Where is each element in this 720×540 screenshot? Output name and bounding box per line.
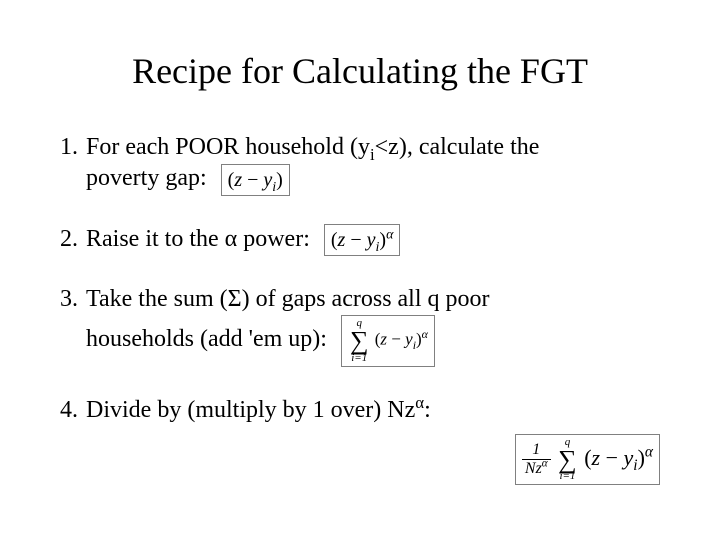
step-3-number: 3. bbox=[60, 284, 78, 315]
step-3-text-a: Take the sum (Σ) of gaps across all q po… bbox=[86, 286, 490, 312]
step-1-text-a: For each POOR household (y bbox=[86, 134, 370, 160]
step-4-number: 4. bbox=[60, 395, 78, 426]
step-3-body: Take the sum (Σ) of gaps across all q po… bbox=[86, 284, 660, 367]
formula-power: (z − yi)α bbox=[324, 224, 401, 256]
step-1-line2: poverty gap: bbox=[86, 165, 207, 191]
step-1-text-b: <z), calculate the bbox=[375, 134, 540, 160]
step-4-sup: α bbox=[415, 393, 424, 412]
step-1: 1. For each POOR household (yi<z), calcu… bbox=[60, 132, 660, 196]
step-2-number: 2. bbox=[60, 224, 78, 255]
formula-gap: (z − yi) bbox=[221, 164, 290, 196]
slide: Recipe for Calculating the FGT 1. For ea… bbox=[0, 0, 720, 540]
step-1-line2-wrap: poverty gap: (z − yi) bbox=[86, 163, 660, 195]
formula-full-fgt: 1 Nzα q ∑ i=1 (z − yi)α bbox=[515, 434, 660, 485]
step-2: 2. Raise it to the α power: (z − yi)α bbox=[60, 224, 660, 256]
step-4-text: Divide by (multiply by 1 over) Nz bbox=[86, 397, 415, 423]
slide-title: Recipe for Calculating the FGT bbox=[60, 50, 660, 92]
step-3-line2-wrap: households (add 'em up): q ∑ i=1 (z − yi… bbox=[86, 315, 660, 366]
step-3: 3. Take the sum (Σ) of gaps across all q… bbox=[60, 284, 660, 367]
fraction-denominator: Nzα bbox=[522, 460, 551, 478]
sigma-icon: q ∑ i=1 bbox=[558, 437, 577, 482]
step-4-body: Divide by (multiply by 1 over) Nzα: bbox=[86, 395, 660, 426]
step-1-body: For each POOR household (yi<z), calculat… bbox=[86, 132, 660, 196]
step-1-number: 1. bbox=[60, 132, 78, 163]
fraction: 1 Nzα bbox=[522, 441, 551, 477]
sigma-icon: q ∑ i=1 bbox=[350, 318, 369, 363]
formula-sum: q ∑ i=1 (z − yi)α bbox=[341, 315, 435, 366]
step-3-line2: households (add 'em up): bbox=[86, 327, 327, 353]
step-4-after: : bbox=[424, 397, 431, 423]
step-2-body: Raise it to the α power: (z − yi)α bbox=[86, 224, 660, 256]
step-2-text: Raise it to the α power: bbox=[86, 226, 310, 252]
step-4: 4. Divide by (multiply by 1 over) Nzα: bbox=[60, 395, 660, 426]
